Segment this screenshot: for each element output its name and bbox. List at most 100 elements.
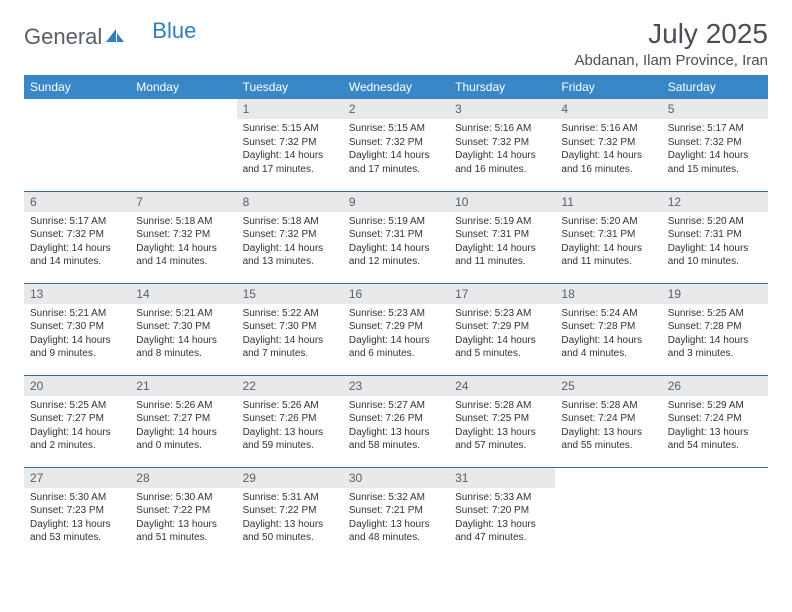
sunset-text: Sunset: 7:29 PM: [349, 320, 443, 334]
sunset-text: Sunset: 7:30 PM: [136, 320, 230, 334]
calendar-week-row: 20Sunrise: 5:25 AMSunset: 7:27 PMDayligh…: [24, 375, 768, 467]
sunset-text: Sunset: 7:28 PM: [668, 320, 762, 334]
daylight-text: Daylight: 14 hours and 16 minutes.: [561, 149, 655, 176]
calendar-day-cell: 27Sunrise: 5:30 AMSunset: 7:23 PMDayligh…: [24, 467, 130, 559]
day-content: Sunrise: 5:30 AMSunset: 7:23 PMDaylight:…: [24, 488, 130, 549]
calendar-day-cell: 19Sunrise: 5:25 AMSunset: 7:28 PMDayligh…: [662, 283, 768, 375]
calendar-day-cell: 3Sunrise: 5:16 AMSunset: 7:32 PMDaylight…: [449, 99, 555, 191]
daylight-text: Daylight: 14 hours and 11 minutes.: [561, 242, 655, 269]
daylight-text: Daylight: 13 hours and 58 minutes.: [349, 426, 443, 453]
daylight-text: Daylight: 14 hours and 8 minutes.: [136, 334, 230, 361]
daylight-text: Daylight: 14 hours and 2 minutes.: [30, 426, 124, 453]
title-block: July 2025 Abdanan, Ilam Province, Iran: [575, 18, 768, 69]
day-number: 13: [24, 284, 130, 304]
day-content: Sunrise: 5:19 AMSunset: 7:31 PMDaylight:…: [449, 212, 555, 273]
calendar-day-cell: 5Sunrise: 5:17 AMSunset: 7:32 PMDaylight…: [662, 99, 768, 191]
day-header: Saturday: [662, 75, 768, 99]
daylight-text: Daylight: 14 hours and 14 minutes.: [136, 242, 230, 269]
sunset-text: Sunset: 7:29 PM: [455, 320, 549, 334]
calendar-page: General Blue July 2025 Abdanan, Ilam Pro…: [0, 0, 792, 559]
sunset-text: Sunset: 7:25 PM: [455, 412, 549, 426]
sunrise-text: Sunrise: 5:20 AM: [668, 215, 762, 229]
day-content: Sunrise: 5:22 AMSunset: 7:30 PMDaylight:…: [237, 304, 343, 365]
sunrise-text: Sunrise: 5:19 AM: [455, 215, 549, 229]
sunset-text: Sunset: 7:31 PM: [561, 228, 655, 242]
day-header: Thursday: [449, 75, 555, 99]
day-number: 14: [130, 284, 236, 304]
day-number: 24: [449, 376, 555, 396]
sunrise-text: Sunrise: 5:28 AM: [455, 399, 549, 413]
calendar-day-cell: 14Sunrise: 5:21 AMSunset: 7:30 PMDayligh…: [130, 283, 236, 375]
daylight-text: Daylight: 13 hours and 54 minutes.: [668, 426, 762, 453]
day-content: Sunrise: 5:33 AMSunset: 7:20 PMDaylight:…: [449, 488, 555, 549]
daylight-text: Daylight: 13 hours and 47 minutes.: [455, 518, 549, 545]
sunset-text: Sunset: 7:32 PM: [243, 228, 337, 242]
calendar-day-cell: 9Sunrise: 5:19 AMSunset: 7:31 PMDaylight…: [343, 191, 449, 283]
calendar-day-cell: 20Sunrise: 5:25 AMSunset: 7:27 PMDayligh…: [24, 375, 130, 467]
day-content: Sunrise: 5:23 AMSunset: 7:29 PMDaylight:…: [449, 304, 555, 365]
sunset-text: Sunset: 7:32 PM: [561, 136, 655, 150]
sunset-text: Sunset: 7:32 PM: [349, 136, 443, 150]
daylight-text: Daylight: 14 hours and 5 minutes.: [455, 334, 549, 361]
day-number: 25: [555, 376, 661, 396]
sunset-text: Sunset: 7:31 PM: [668, 228, 762, 242]
sunrise-text: Sunrise: 5:23 AM: [455, 307, 549, 321]
calendar-day-cell: 29Sunrise: 5:31 AMSunset: 7:22 PMDayligh…: [237, 467, 343, 559]
day-content: Sunrise: 5:16 AMSunset: 7:32 PMDaylight:…: [449, 119, 555, 180]
day-content: Sunrise: 5:15 AMSunset: 7:32 PMDaylight:…: [343, 119, 449, 180]
sunset-text: Sunset: 7:30 PM: [30, 320, 124, 334]
day-number: 2: [343, 99, 449, 119]
day-content: Sunrise: 5:21 AMSunset: 7:30 PMDaylight:…: [130, 304, 236, 365]
day-header: Monday: [130, 75, 236, 99]
calendar-day-cell: 22Sunrise: 5:26 AMSunset: 7:26 PMDayligh…: [237, 375, 343, 467]
calendar-day-cell: 31Sunrise: 5:33 AMSunset: 7:20 PMDayligh…: [449, 467, 555, 559]
calendar-day-cell: 1Sunrise: 5:15 AMSunset: 7:32 PMDaylight…: [237, 99, 343, 191]
day-content: Sunrise: 5:29 AMSunset: 7:24 PMDaylight:…: [662, 396, 768, 457]
sunrise-text: Sunrise: 5:30 AM: [30, 491, 124, 505]
sunrise-text: Sunrise: 5:16 AM: [455, 122, 549, 136]
calendar-day-cell: 15Sunrise: 5:22 AMSunset: 7:30 PMDayligh…: [237, 283, 343, 375]
day-number: 29: [237, 468, 343, 488]
calendar-day-cell: 16Sunrise: 5:23 AMSunset: 7:29 PMDayligh…: [343, 283, 449, 375]
sunrise-text: Sunrise: 5:24 AM: [561, 307, 655, 321]
day-number: 22: [237, 376, 343, 396]
calendar-week-row: 27Sunrise: 5:30 AMSunset: 7:23 PMDayligh…: [24, 467, 768, 559]
day-content: Sunrise: 5:25 AMSunset: 7:27 PMDaylight:…: [24, 396, 130, 457]
sunset-text: Sunset: 7:28 PM: [561, 320, 655, 334]
day-content: Sunrise: 5:18 AMSunset: 7:32 PMDaylight:…: [130, 212, 236, 273]
calendar-day-cell: 11Sunrise: 5:20 AMSunset: 7:31 PMDayligh…: [555, 191, 661, 283]
calendar-day-cell: 13Sunrise: 5:21 AMSunset: 7:30 PMDayligh…: [24, 283, 130, 375]
daylight-text: Daylight: 14 hours and 12 minutes.: [349, 242, 443, 269]
daylight-text: Daylight: 13 hours and 59 minutes.: [243, 426, 337, 453]
day-header: Wednesday: [343, 75, 449, 99]
day-number: 17: [449, 284, 555, 304]
day-number: 9: [343, 192, 449, 212]
sunrise-text: Sunrise: 5:15 AM: [243, 122, 337, 136]
calendar-day-cell: 18Sunrise: 5:24 AMSunset: 7:28 PMDayligh…: [555, 283, 661, 375]
sunrise-text: Sunrise: 5:18 AM: [243, 215, 337, 229]
day-header: Friday: [555, 75, 661, 99]
day-content: Sunrise: 5:31 AMSunset: 7:22 PMDaylight:…: [237, 488, 343, 549]
day-number: 11: [555, 192, 661, 212]
calendar-day-cell: [555, 467, 661, 559]
calendar-day-cell: 21Sunrise: 5:26 AMSunset: 7:27 PMDayligh…: [130, 375, 236, 467]
logo-text-blue: Blue: [152, 18, 196, 44]
sunset-text: Sunset: 7:32 PM: [243, 136, 337, 150]
location: Abdanan, Ilam Province, Iran: [575, 52, 768, 69]
calendar-week-row: 1Sunrise: 5:15 AMSunset: 7:32 PMDaylight…: [24, 99, 768, 191]
month-title: July 2025: [575, 18, 768, 50]
daylight-text: Daylight: 14 hours and 11 minutes.: [455, 242, 549, 269]
day-content: Sunrise: 5:26 AMSunset: 7:27 PMDaylight:…: [130, 396, 236, 457]
sunrise-text: Sunrise: 5:28 AM: [561, 399, 655, 413]
daylight-text: Daylight: 14 hours and 16 minutes.: [455, 149, 549, 176]
day-number: 19: [662, 284, 768, 304]
daylight-text: Daylight: 14 hours and 13 minutes.: [243, 242, 337, 269]
calendar-day-cell: 30Sunrise: 5:32 AMSunset: 7:21 PMDayligh…: [343, 467, 449, 559]
calendar-day-cell: 2Sunrise: 5:15 AMSunset: 7:32 PMDaylight…: [343, 99, 449, 191]
day-content: Sunrise: 5:23 AMSunset: 7:29 PMDaylight:…: [343, 304, 449, 365]
calendar-table: Sunday Monday Tuesday Wednesday Thursday…: [24, 75, 768, 559]
daylight-text: Daylight: 14 hours and 9 minutes.: [30, 334, 124, 361]
sunrise-text: Sunrise: 5:18 AM: [136, 215, 230, 229]
daylight-text: Daylight: 14 hours and 4 minutes.: [561, 334, 655, 361]
sunrise-text: Sunrise: 5:25 AM: [30, 399, 124, 413]
